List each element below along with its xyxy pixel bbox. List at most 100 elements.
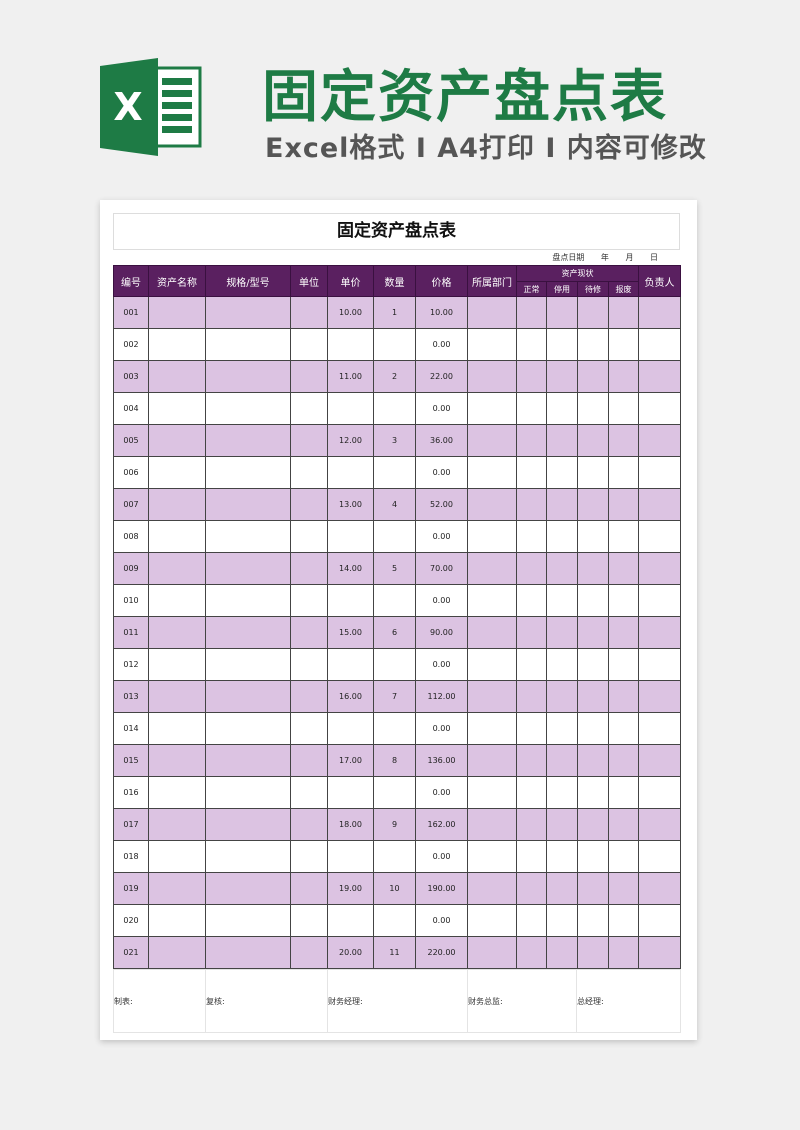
table-cell[interactable]	[608, 872, 639, 905]
table-cell[interactable]: 10	[373, 872, 416, 905]
table-cell[interactable]: 36.00	[415, 424, 468, 457]
table-cell[interactable]	[546, 360, 578, 393]
table-cell[interactable]	[467, 616, 517, 649]
table-cell[interactable]: 020	[113, 904, 149, 937]
table-cell[interactable]	[638, 424, 681, 457]
table-cell[interactable]: 11	[373, 936, 416, 969]
table-cell[interactable]	[467, 936, 517, 969]
table-cell[interactable]	[148, 360, 206, 393]
table-cell[interactable]	[148, 648, 206, 681]
table-cell[interactable]	[467, 648, 517, 681]
table-cell[interactable]	[148, 616, 206, 649]
table-cell[interactable]	[516, 424, 547, 457]
table-cell[interactable]: 22.00	[415, 360, 468, 393]
table-cell[interactable]	[467, 712, 517, 745]
table-cell[interactable]: 13.00	[327, 488, 374, 521]
table-cell[interactable]	[608, 776, 639, 809]
table-cell[interactable]	[608, 808, 639, 841]
table-cell[interactable]	[148, 520, 206, 553]
table-cell[interactable]	[205, 392, 291, 425]
table-cell[interactable]	[290, 584, 328, 617]
table-cell[interactable]	[148, 424, 206, 457]
table-cell[interactable]	[608, 616, 639, 649]
table-cell[interactable]	[577, 776, 609, 809]
table-cell[interactable]	[516, 872, 547, 905]
table-cell[interactable]	[638, 616, 681, 649]
table-cell[interactable]	[608, 456, 639, 489]
table-cell[interactable]	[546, 840, 578, 873]
table-cell[interactable]: 18.00	[327, 808, 374, 841]
table-cell[interactable]	[467, 520, 517, 553]
table-cell[interactable]	[467, 584, 517, 617]
table-cell[interactable]	[290, 520, 328, 553]
table-cell[interactable]	[467, 744, 517, 777]
table-cell[interactable]: 0.00	[415, 776, 468, 809]
table-cell[interactable]	[516, 616, 547, 649]
table-cell[interactable]	[638, 584, 681, 617]
table-cell[interactable]	[516, 808, 547, 841]
table-cell[interactable]	[290, 712, 328, 745]
table-cell[interactable]	[467, 680, 517, 713]
table-cell[interactable]	[638, 456, 681, 489]
table-cell[interactable]	[516, 392, 547, 425]
table-cell[interactable]: 1	[373, 296, 416, 329]
table-cell[interactable]	[467, 328, 517, 361]
table-cell[interactable]	[608, 552, 639, 585]
table-cell[interactable]: 10.00	[327, 296, 374, 329]
table-cell[interactable]: 012	[113, 648, 149, 681]
table-cell[interactable]: 001	[113, 296, 149, 329]
table-cell[interactable]	[148, 488, 206, 521]
table-cell[interactable]	[327, 520, 374, 553]
table-cell[interactable]	[205, 648, 291, 681]
table-cell[interactable]: 0.00	[415, 904, 468, 937]
table-cell[interactable]	[290, 680, 328, 713]
table-cell[interactable]	[205, 616, 291, 649]
table-cell[interactable]: 17.00	[327, 744, 374, 777]
table-cell[interactable]	[546, 904, 578, 937]
table-cell[interactable]: 52.00	[415, 488, 468, 521]
table-cell[interactable]	[638, 520, 681, 553]
table-cell[interactable]	[148, 776, 206, 809]
table-cell[interactable]	[327, 584, 374, 617]
table-cell[interactable]: 019	[113, 872, 149, 905]
table-cell[interactable]	[577, 392, 609, 425]
table-cell[interactable]: 013	[113, 680, 149, 713]
table-cell[interactable]	[373, 520, 416, 553]
table-cell[interactable]: 5	[373, 552, 416, 585]
table-cell[interactable]	[638, 744, 681, 777]
table-cell[interactable]: 12.00	[327, 424, 374, 457]
table-cell[interactable]	[327, 648, 374, 681]
table-cell[interactable]: 016	[113, 776, 149, 809]
table-cell[interactable]	[608, 392, 639, 425]
table-cell[interactable]	[516, 488, 547, 521]
table-cell[interactable]	[467, 552, 517, 585]
table-cell[interactable]: 017	[113, 808, 149, 841]
table-cell[interactable]	[205, 296, 291, 329]
table-cell[interactable]	[638, 296, 681, 329]
table-cell[interactable]: 220.00	[415, 936, 468, 969]
table-cell[interactable]	[546, 712, 578, 745]
table-cell[interactable]	[205, 488, 291, 521]
table-cell[interactable]	[638, 488, 681, 521]
table-cell[interactable]	[290, 616, 328, 649]
table-cell[interactable]	[638, 904, 681, 937]
table-cell[interactable]	[608, 904, 639, 937]
table-cell[interactable]: 006	[113, 456, 149, 489]
table-cell[interactable]	[205, 584, 291, 617]
table-cell[interactable]: 002	[113, 328, 149, 361]
table-cell[interactable]	[290, 904, 328, 937]
table-cell[interactable]: 9	[373, 808, 416, 841]
table-cell[interactable]	[577, 552, 609, 585]
table-cell[interactable]: 8	[373, 744, 416, 777]
table-cell[interactable]	[577, 360, 609, 393]
table-cell[interactable]	[546, 392, 578, 425]
table-cell[interactable]: 0.00	[415, 648, 468, 681]
table-cell[interactable]	[546, 808, 578, 841]
table-cell[interactable]: 136.00	[415, 744, 468, 777]
table-cell[interactable]	[148, 296, 206, 329]
table-cell[interactable]: 004	[113, 392, 149, 425]
table-cell[interactable]	[638, 648, 681, 681]
table-cell[interactable]	[467, 840, 517, 873]
table-cell[interactable]	[638, 936, 681, 969]
table-cell[interactable]	[516, 776, 547, 809]
